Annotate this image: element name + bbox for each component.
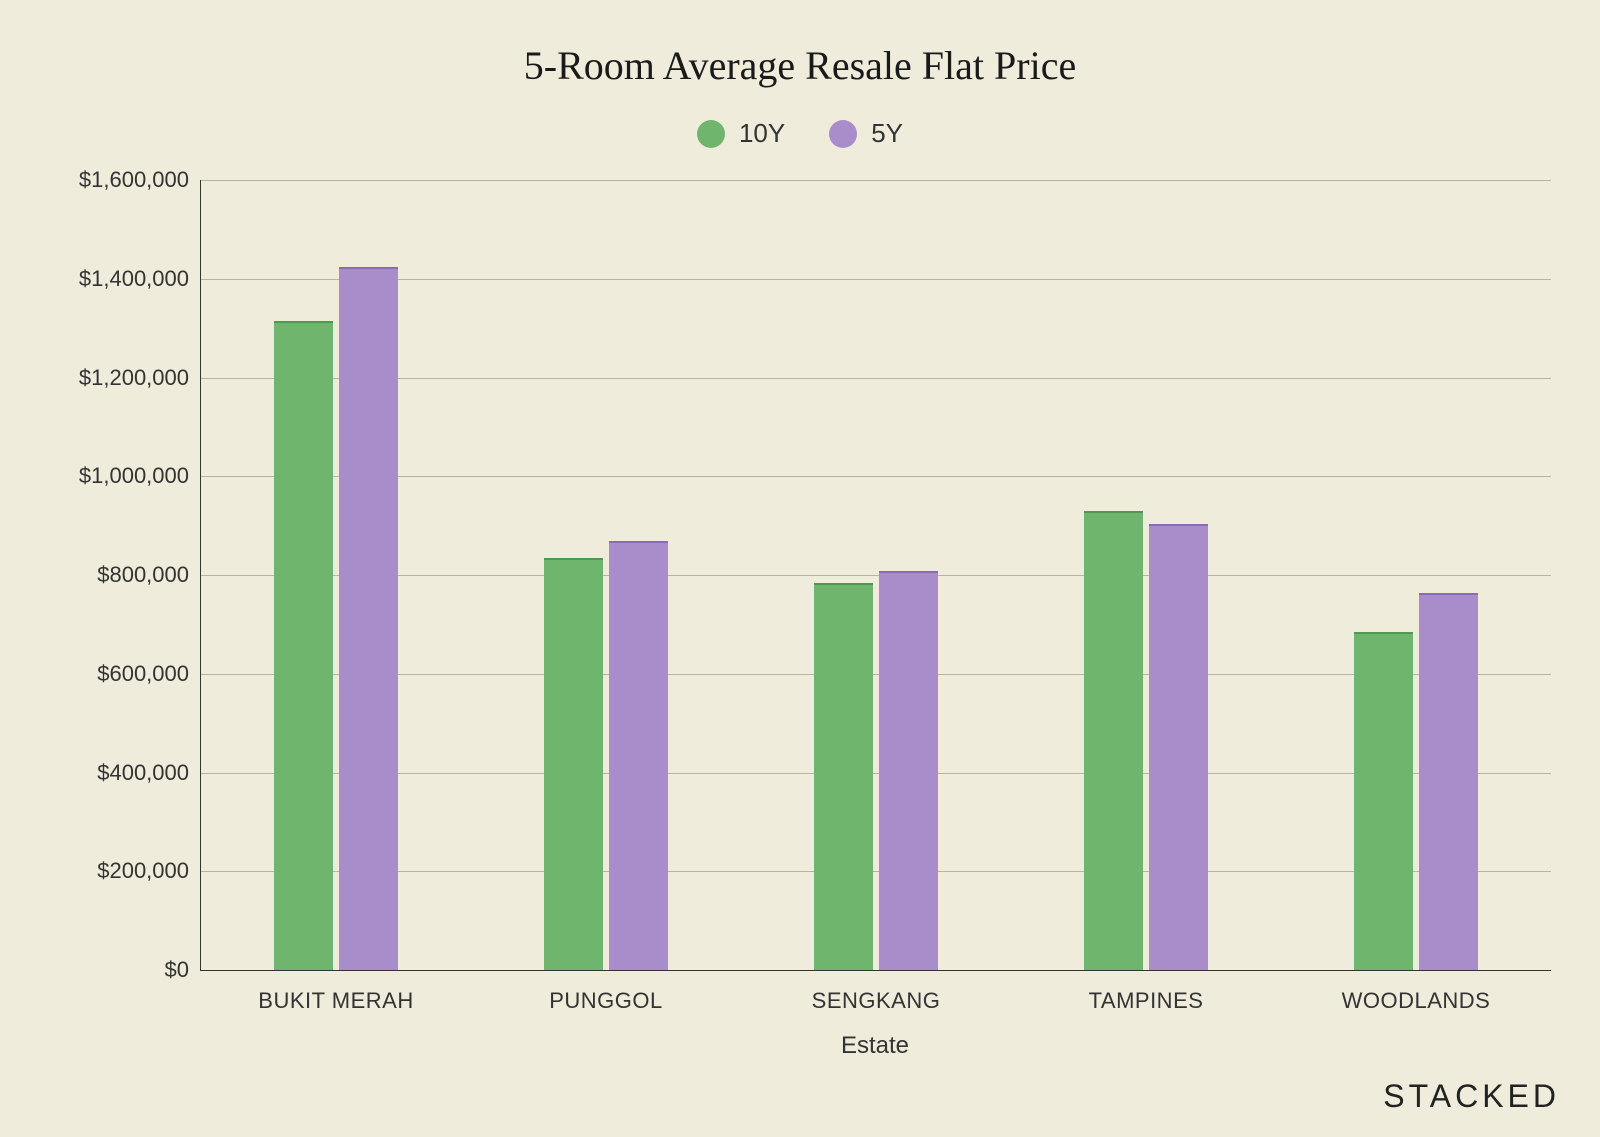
bar bbox=[609, 541, 668, 970]
x-tick-label: PUNGGOL bbox=[549, 988, 663, 1014]
gridline bbox=[201, 378, 1551, 379]
y-tick-label: $1,200,000 bbox=[9, 365, 189, 391]
gridline bbox=[201, 674, 1551, 675]
gridline bbox=[201, 180, 1551, 181]
y-tick-label: $800,000 bbox=[9, 562, 189, 588]
legend-item: 10Y bbox=[697, 118, 785, 149]
legend-dot-icon bbox=[829, 120, 857, 148]
y-tick-label: $1,600,000 bbox=[9, 167, 189, 193]
legend: 10Y 5Y bbox=[0, 118, 1600, 149]
bar bbox=[879, 571, 938, 970]
bar bbox=[1084, 511, 1143, 970]
y-tick-label: $1,400,000 bbox=[9, 266, 189, 292]
x-tick-label: BUKIT MERAH bbox=[258, 988, 413, 1014]
bar bbox=[274, 321, 333, 970]
x-tick-label: TAMPINES bbox=[1089, 988, 1204, 1014]
bar bbox=[1419, 593, 1478, 970]
chart-root: 5-Room Average Resale Flat Price 10Y 5Y $… bbox=[0, 0, 1600, 1137]
legend-label: 5Y bbox=[871, 118, 903, 149]
gridline bbox=[201, 871, 1551, 872]
y-tick-label: $400,000 bbox=[9, 760, 189, 786]
bar bbox=[814, 583, 873, 970]
y-tick-label: $600,000 bbox=[9, 661, 189, 687]
legend-item: 5Y bbox=[829, 118, 903, 149]
y-tick-label: $0 bbox=[9, 957, 189, 983]
watermark: STACKED bbox=[1383, 1078, 1560, 1115]
chart-title: 5-Room Average Resale Flat Price bbox=[0, 42, 1600, 89]
y-tick-label: $200,000 bbox=[9, 858, 189, 884]
bar bbox=[1354, 632, 1413, 970]
legend-label: 10Y bbox=[739, 118, 785, 149]
y-tick-label: $1,000,000 bbox=[9, 463, 189, 489]
bar bbox=[1149, 524, 1208, 970]
gridline bbox=[201, 279, 1551, 280]
gridline bbox=[201, 575, 1551, 576]
gridline bbox=[201, 476, 1551, 477]
bar bbox=[544, 558, 603, 970]
legend-dot-icon bbox=[697, 120, 725, 148]
bar bbox=[339, 267, 398, 970]
x-axis-title: Estate bbox=[841, 1032, 909, 1060]
x-tick-label: SENGKANG bbox=[812, 988, 941, 1014]
plot-area: $0$200,000$400,000$600,000$800,000$1,000… bbox=[200, 180, 1551, 971]
gridline bbox=[201, 773, 1551, 774]
x-tick-label: WOODLANDS bbox=[1342, 988, 1491, 1014]
